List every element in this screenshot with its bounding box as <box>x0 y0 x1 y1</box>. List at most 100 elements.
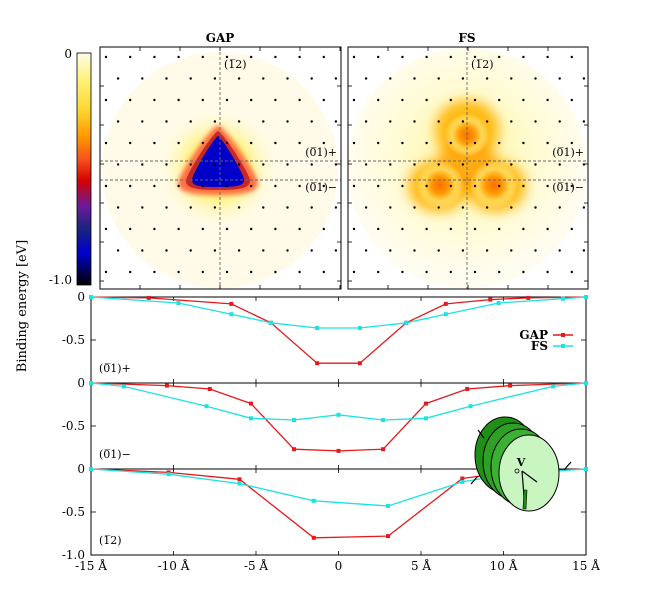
atom-dot <box>498 270 501 274</box>
atom-dot <box>546 98 549 102</box>
atom-dot <box>298 227 301 231</box>
atom-dot <box>201 270 204 274</box>
atom-dot <box>213 249 217 252</box>
atom-dot <box>546 184 549 188</box>
atom-dot <box>116 249 120 252</box>
y-tick-label: -1.0 <box>62 548 85 562</box>
atom-dot <box>225 55 229 59</box>
data-point-gap <box>229 301 234 306</box>
atom-dot <box>510 120 513 123</box>
atom-dot <box>413 77 416 80</box>
atom-dot <box>322 270 325 274</box>
atom-dot <box>116 120 120 123</box>
atom-dot <box>165 120 168 123</box>
data-point-gap <box>315 361 320 366</box>
atom-dot <box>104 141 108 145</box>
atom-dot <box>141 249 144 252</box>
atom-dot <box>262 163 265 166</box>
data-point-fs <box>584 467 588 471</box>
colorbar-bottom-label: -1.0 <box>49 273 72 287</box>
atom-dot <box>177 141 180 145</box>
legend-gap-label: GAP <box>519 328 548 342</box>
atom-dot <box>413 249 416 252</box>
atom-dot <box>558 249 561 252</box>
atom-dot <box>522 55 525 59</box>
atom-dot <box>437 249 440 252</box>
atom-dot <box>352 141 356 145</box>
data-point-gap <box>357 361 362 366</box>
atom-dot <box>522 141 525 145</box>
y-axis-label: Binding energy [eV] <box>15 240 30 372</box>
data-point-fs <box>268 320 273 325</box>
atom-dot <box>213 120 217 123</box>
atom-dot <box>250 270 253 274</box>
data-point-fs <box>229 312 234 317</box>
line-panels: 0 -0.5 (0̅1)+ 0 -0.5 (0̅1)− 0 -0.5 -1.0 (1̅2) -15 … <box>62 290 600 573</box>
atom-dot <box>352 184 356 188</box>
atom-dot <box>498 141 501 145</box>
x-tick-label: 10 Å <box>490 558 518 573</box>
atom-dot <box>189 206 192 209</box>
atom-dot <box>237 163 241 166</box>
atom-dot <box>177 184 180 188</box>
atom-dot <box>104 227 108 231</box>
atom-dot <box>116 206 120 209</box>
colorbar-gradient <box>76 52 92 286</box>
line-panel-1: 0 -0.5 (0̅1)+ <box>62 290 588 384</box>
atom-dot <box>129 270 132 274</box>
inset-label: V <box>516 456 526 469</box>
atom-dot <box>250 141 253 145</box>
atom-dot <box>201 55 204 59</box>
atom-dot <box>364 206 368 209</box>
atom-dot <box>177 55 180 59</box>
inset-tick-right <box>563 461 572 471</box>
atom-dot <box>237 206 241 209</box>
y-tick-label: -0.5 <box>62 333 85 347</box>
inset-tick-left <box>477 429 485 439</box>
data-point-fs <box>292 418 296 422</box>
atom-dot <box>461 77 465 80</box>
atom-dot <box>213 163 217 166</box>
atom-dot <box>534 206 537 209</box>
atom-dot <box>437 163 440 166</box>
data-point-fs <box>423 416 428 421</box>
atom-dot <box>286 163 289 166</box>
atom-dot <box>262 77 265 80</box>
atom-dot <box>570 55 573 59</box>
atom-dot <box>298 184 301 188</box>
data-point-gap <box>249 401 253 406</box>
atom-dot <box>401 55 404 59</box>
atom-dot <box>449 55 452 59</box>
panel-frame <box>90 296 587 384</box>
atom-dot <box>153 55 156 59</box>
atom-dot <box>177 270 180 274</box>
atom-dot <box>213 206 217 209</box>
inset-wedge <box>522 489 528 510</box>
fs-map-hotspot-left <box>416 161 464 209</box>
x-tick-label: -15 Å <box>75 558 107 573</box>
atom-dot <box>189 77 192 80</box>
atom-dot <box>262 249 265 252</box>
atom-dot <box>449 270 452 274</box>
atom-dot <box>461 163 465 166</box>
atom-dot <box>377 98 380 102</box>
atom-dot <box>201 227 204 231</box>
atom-dot <box>558 163 561 166</box>
atom-dot <box>177 98 180 102</box>
atom-dot <box>546 141 549 145</box>
atom-dot <box>153 98 156 102</box>
fs-map-label-lower: (0̅1)− <box>552 181 584 194</box>
atom-dot <box>104 270 108 274</box>
atom-dot <box>425 270 428 274</box>
atom-dot <box>485 206 489 209</box>
atom-dot <box>413 206 416 209</box>
x-tick-label: 0 <box>335 559 343 573</box>
data-point-gap <box>465 387 470 391</box>
legend-fs-marker <box>561 344 565 348</box>
atom-dot <box>485 249 489 252</box>
atom-dot <box>141 206 144 209</box>
atom-dot <box>425 227 428 231</box>
atom-dot <box>334 120 338 123</box>
data-point-gap <box>386 534 390 539</box>
atom-dot <box>461 120 465 123</box>
